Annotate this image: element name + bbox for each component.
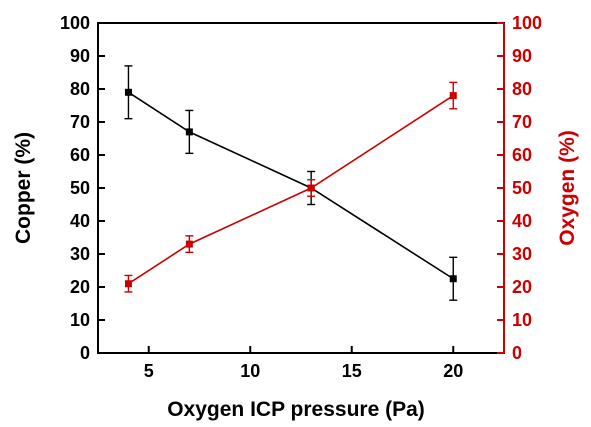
- y-right-tick-label: 50: [512, 178, 532, 198]
- y-right-tick-label: 30: [512, 244, 532, 264]
- series-0-line: [128, 91, 454, 280]
- y-left-tick-label: 0: [80, 343, 90, 363]
- y-right-tick-label: 70: [512, 112, 532, 132]
- y-right-tick-label: 0: [512, 343, 522, 363]
- y-left-tick-label: 90: [70, 46, 90, 66]
- x-tick-label: 20: [443, 361, 463, 381]
- x-tick-label: 15: [342, 361, 362, 381]
- x-axis-title: Oxygen ICP pressure (Pa): [167, 398, 425, 421]
- y-axis-title-left: Copper (%): [12, 132, 35, 244]
- y-left-tick-label: 20: [70, 277, 90, 297]
- data-point-marker: [449, 92, 457, 100]
- y-left-tick-label: 100: [60, 13, 90, 33]
- data-point-marker: [185, 240, 193, 248]
- x-tick-label: 10: [240, 361, 260, 381]
- y-right-tick-label: 80: [512, 79, 532, 99]
- y-axis-title-right: Oxygen (%): [556, 130, 579, 246]
- data-point-marker: [124, 280, 132, 288]
- data-point-marker: [124, 88, 132, 96]
- x-tick-label: 5: [144, 361, 154, 381]
- y-left-tick-label: 30: [70, 244, 90, 264]
- y-left-tick-label: 40: [70, 211, 90, 231]
- y-right-tick-label: 90: [512, 46, 532, 66]
- y-left-tick-label: 10: [70, 310, 90, 330]
- y-left-tick-label: 80: [70, 79, 90, 99]
- data-point-marker: [307, 184, 315, 192]
- y-right-tick-label: 100: [512, 13, 542, 33]
- plot-frame: [97, 22, 505, 354]
- y-left-tick-label: 50: [70, 178, 90, 198]
- y-left-tick-label: 60: [70, 145, 90, 165]
- y-right-tick-label: 40: [512, 211, 532, 231]
- series-1-line: [128, 94, 454, 285]
- y-right-tick-label: 20: [512, 277, 532, 297]
- data-point-marker: [449, 275, 457, 283]
- y-left-tick-label: 70: [70, 112, 90, 132]
- y-right-tick-label: 60: [512, 145, 532, 165]
- data-point-marker: [185, 128, 193, 136]
- y-right-tick-label: 10: [512, 310, 532, 330]
